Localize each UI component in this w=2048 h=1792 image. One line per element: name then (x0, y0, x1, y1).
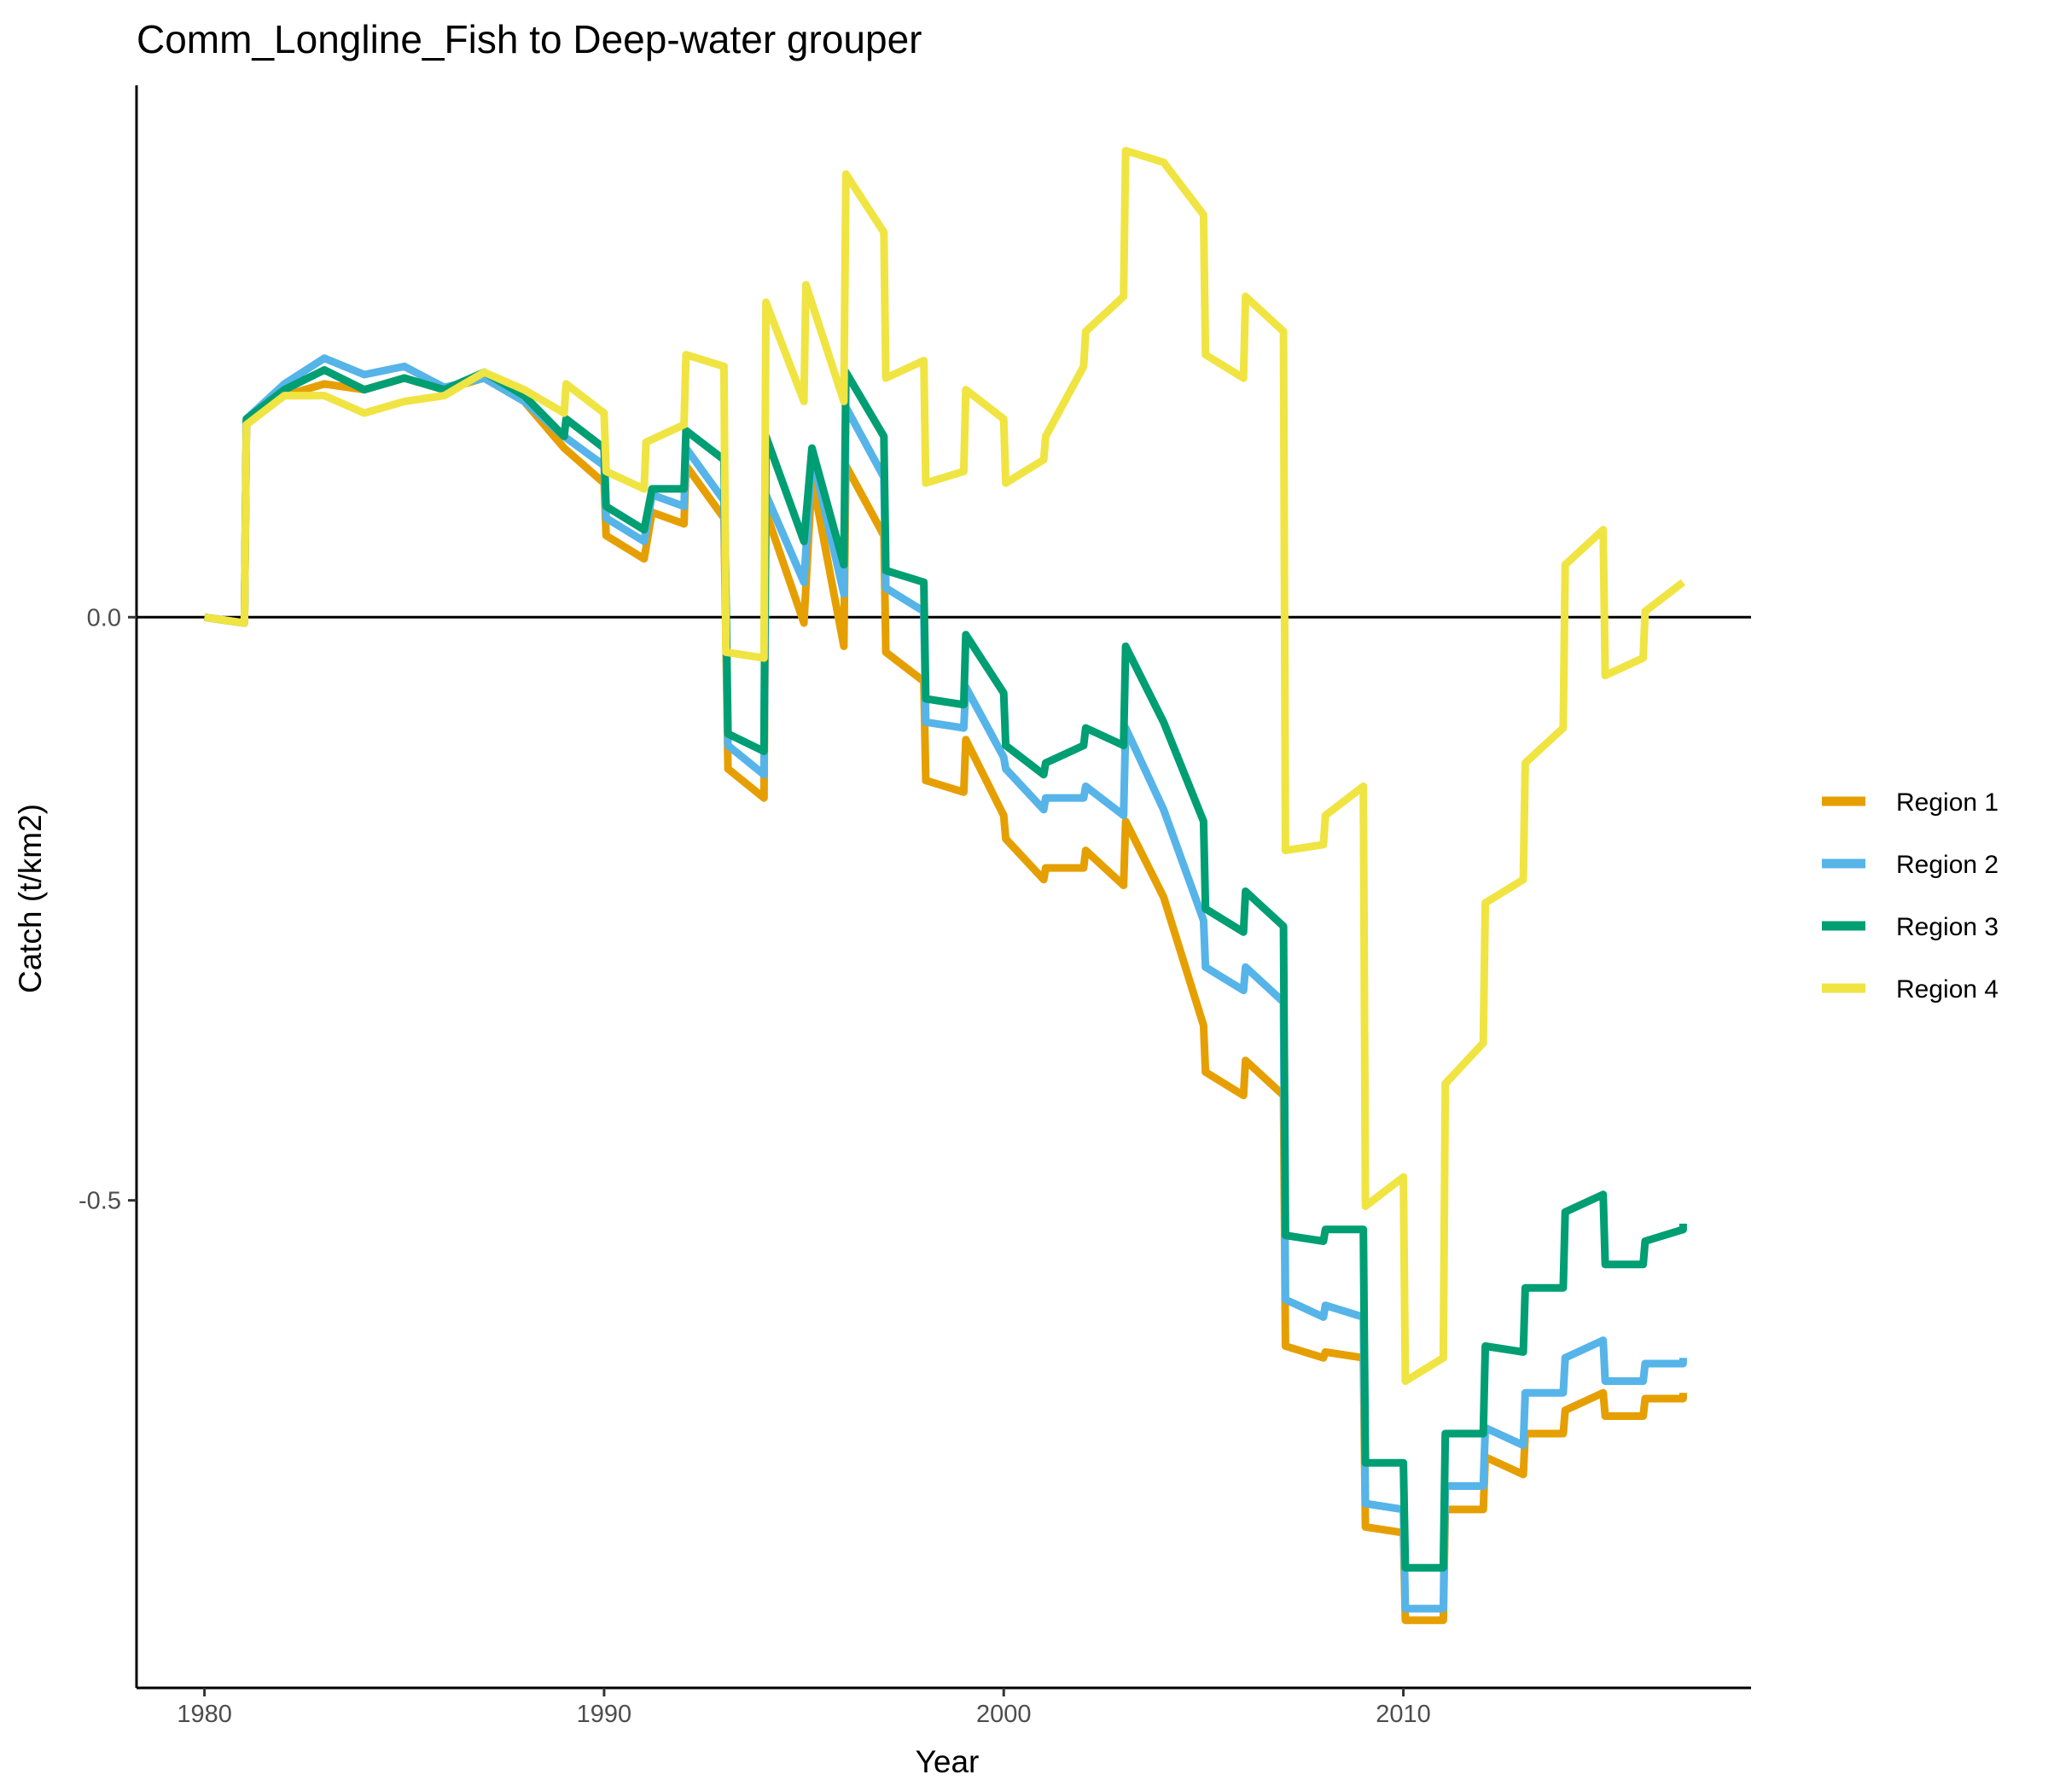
series-line-region-3 (203, 366, 1687, 1572)
x-axis-ticks: 1980 1990 2000 2010 (177, 1688, 1431, 1728)
y-tick-label: 0.0 (87, 604, 121, 631)
legend-label-region-1: Region 1 (1896, 788, 1999, 817)
chart-title: Comm_Longline_Fish to Deep-water grouper (137, 17, 922, 61)
legend-label-region-2: Region 2 (1896, 851, 1999, 879)
x-tick-label: 2000 (976, 1701, 1032, 1728)
x-tick-label: 1990 (577, 1701, 632, 1728)
legend-label-region-3: Region 3 (1896, 913, 1999, 941)
series-line-region-1 (203, 374, 1687, 1625)
legend-label-region-4: Region 4 (1896, 975, 1999, 1004)
series-line-region-4 (203, 147, 1686, 1385)
legend: Region 1 Region 2 Region 3 Region 4 (1822, 788, 1999, 1004)
series-line-region-2 (203, 354, 1687, 1613)
x-tick-label: 2010 (1376, 1701, 1431, 1728)
y-axis-ticks: 0.0 -0.5 (79, 604, 137, 1215)
series-group (203, 147, 1687, 1625)
y-tick-label: -0.5 (79, 1188, 121, 1215)
x-tick-label: 1980 (177, 1701, 232, 1728)
y-axis-title: Catch (t/km2) (13, 804, 48, 993)
x-axis-title: Year (916, 1744, 980, 1779)
plot-area: 1980 1990 2000 2010 0.0 -0.5 (79, 85, 1751, 1728)
